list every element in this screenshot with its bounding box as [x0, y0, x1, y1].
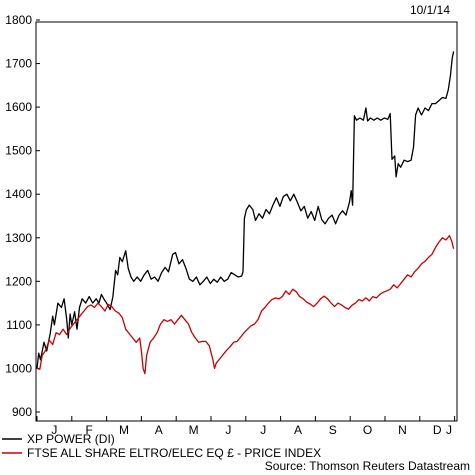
- y-tick-label: 1700: [5, 57, 32, 71]
- x-tick-label: A: [155, 423, 163, 437]
- y-tick-label: 1400: [5, 187, 32, 201]
- legend: XP POWER (DI)FTSE ALL SHARE ELTRO/ELEC E…: [2, 432, 321, 460]
- x-tick-label: N: [398, 423, 407, 437]
- y-axis: 900 1000 1100 1200 1300 1400 1500 1600 1700 1800: [5, 13, 40, 419]
- y-tick-label: 1100: [6, 318, 32, 332]
- x-tick-label: S: [329, 423, 337, 437]
- x-tick-label: O: [363, 423, 372, 437]
- x-tick-label: A: [294, 423, 302, 437]
- x-tick-label: J: [260, 423, 266, 437]
- y-tick-label: 1300: [5, 231, 32, 245]
- y-tick-label: 1600: [5, 100, 32, 114]
- y-tick-label: 1500: [5, 144, 32, 158]
- x-tick-label: M: [119, 423, 129, 437]
- y-tick-label: 1000: [5, 361, 32, 375]
- series-line-1: [36, 51, 455, 369]
- x-tick-label: M: [189, 423, 199, 437]
- plot-area-frame: [35, 21, 458, 422]
- x-tick-label: J: [446, 423, 452, 437]
- series-line-2: [36, 234, 455, 375]
- x-tick-label: J: [225, 423, 231, 437]
- y-tick-label: 900: [12, 405, 32, 419]
- legend-label: XP POWER (DI): [27, 432, 115, 446]
- series-lines: [36, 51, 455, 375]
- y-tick-label: 1800: [5, 13, 32, 27]
- chart-source: Source: Thomson Reuters Datastream: [265, 459, 470, 473]
- x-tick-label: J: [51, 423, 57, 437]
- y-tick-label: 1200: [5, 274, 32, 288]
- x-tick-label: F: [86, 423, 93, 437]
- chart-date: 10/1/14: [410, 3, 450, 17]
- x-tick-label: D: [433, 423, 442, 437]
- legend-label: FTSE ALL SHARE ELTRO/ELEC EQ £ - PRICE I…: [27, 446, 321, 460]
